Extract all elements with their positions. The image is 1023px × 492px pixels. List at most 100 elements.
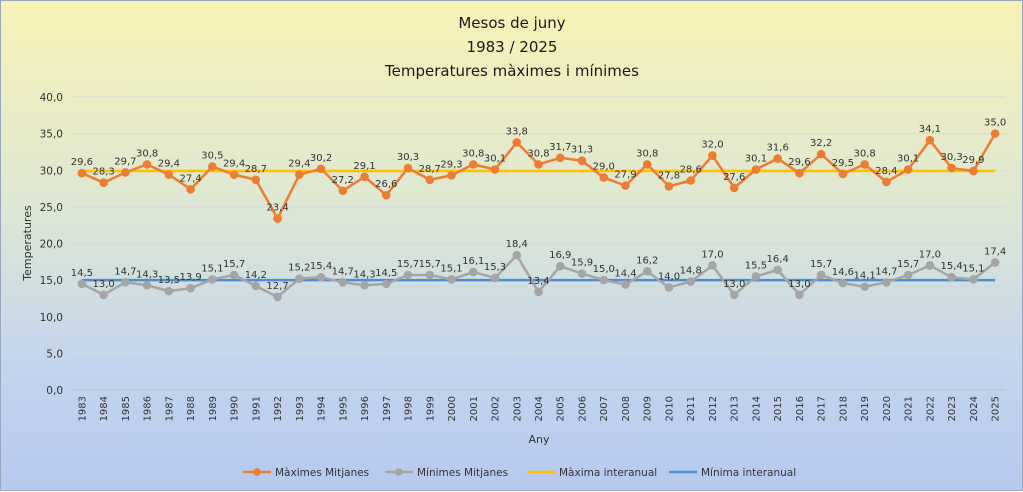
data-label: 28,7 — [245, 164, 267, 175]
data-label: 29,7 — [114, 156, 136, 167]
data-point — [947, 272, 956, 282]
data-label: 30,1 — [897, 154, 919, 165]
data-label: 14,7 — [332, 266, 354, 277]
x-tick-label: 2016 — [795, 396, 806, 421]
data-label: 30,1 — [484, 154, 506, 165]
x-tick-label: 2001 — [469, 396, 480, 421]
x-tick-label: 2000 — [447, 396, 458, 421]
legend-entry: Màxima interanual — [527, 467, 657, 479]
x-axis-title: Any — [528, 433, 549, 446]
x-tick-label: 1986 — [143, 396, 154, 421]
x-tick-label: 1989 — [208, 396, 219, 421]
data-label: 17,0 — [701, 249, 723, 260]
data-point — [838, 169, 848, 179]
data-label: 32,0 — [701, 140, 723, 151]
x-tick-label: 1996 — [360, 396, 371, 421]
y-axis-ticks: 0,0 5,0 10,0 15,0 20,0 25,0 30,0 35,0 40,0 — [40, 92, 63, 397]
data-point — [273, 214, 282, 223]
data-label: 31,6 — [767, 143, 789, 154]
data-point — [816, 149, 826, 159]
data-label: 14,1 — [854, 271, 876, 282]
data-point — [251, 175, 261, 185]
legend-entry: Mínimes Mitjanes — [385, 467, 508, 479]
data-point — [708, 261, 717, 270]
data-point — [795, 168, 804, 178]
data-point — [229, 270, 239, 280]
x-tick-label: 2005 — [556, 396, 567, 421]
data-point — [360, 280, 369, 290]
data-point — [903, 270, 913, 280]
data-point — [577, 156, 587, 166]
x-tick-label: 2011 — [686, 396, 697, 421]
data-point — [686, 176, 696, 185]
legend: Màximes Mitjanes Mínimes Mitjanes Màxima i… — [243, 467, 796, 479]
title-line-1: Mesos de juny — [458, 14, 565, 32]
data-point — [534, 160, 543, 169]
data-point — [903, 165, 913, 174]
x-tick-label: 2006 — [577, 396, 588, 421]
data-label: 14,2 — [245, 270, 267, 281]
data-label: 29,9 — [962, 155, 984, 166]
data-point — [164, 170, 174, 179]
data-point — [642, 267, 652, 276]
data-label: 30,8 — [462, 148, 484, 159]
data-point — [729, 183, 739, 193]
y-tick-label: 5,0 — [46, 348, 63, 360]
data-label: 15,0 — [593, 264, 615, 275]
data-label: 15,4 — [941, 261, 963, 272]
data-point — [751, 165, 761, 174]
x-tick-label: 2003 — [512, 396, 523, 421]
y-tick-label: 0,0 — [46, 385, 63, 397]
data-label: 34,1 — [919, 124, 941, 135]
data-point — [186, 184, 195, 194]
data-label: 17,0 — [919, 249, 941, 260]
data-label: 30,8 — [636, 148, 658, 159]
x-tick-label: 2020 — [882, 396, 893, 421]
data-point — [490, 273, 500, 283]
data-label: 15,9 — [571, 258, 593, 269]
data-label: 30,2 — [310, 153, 332, 164]
data-point — [121, 168, 130, 177]
data-label: 29,1 — [353, 161, 375, 172]
data-label: 15,4 — [310, 261, 332, 272]
data-point — [708, 151, 717, 160]
data-point — [295, 274, 304, 283]
data-label: 30,5 — [201, 151, 223, 162]
data-point — [555, 153, 565, 163]
data-label: 18,4 — [506, 239, 528, 250]
data-point — [338, 278, 348, 287]
x-tick-label: 1987 — [164, 396, 175, 421]
data-point — [599, 173, 609, 182]
y-tick-label: 25,0 — [40, 202, 63, 214]
data-label: 15,5 — [745, 260, 767, 271]
data-label: 30,3 — [397, 152, 419, 163]
x-tick-label: 1995 — [338, 396, 349, 421]
x-tick-label: 2013 — [730, 396, 741, 421]
x-tick-label: 2017 — [817, 396, 828, 421]
data-point — [77, 168, 87, 178]
x-tick-label: 2024 — [969, 396, 980, 421]
x-tick-label: 2015 — [773, 396, 784, 421]
data-label: 12,7 — [266, 281, 288, 292]
title-line-2: 1983 / 2025 — [467, 38, 558, 56]
x-tick-label: 1999 — [425, 396, 436, 421]
data-point — [882, 177, 891, 187]
data-label: 28,7 — [419, 164, 441, 175]
y-tick-label: 10,0 — [40, 312, 63, 324]
data-point — [664, 182, 674, 191]
x-tick-label: 2009 — [643, 396, 654, 421]
data-label: 29,3 — [440, 159, 462, 170]
data-point — [969, 166, 978, 176]
data-point — [229, 170, 239, 179]
data-label: 16,2 — [636, 255, 658, 266]
x-tick-label: 2023 — [947, 396, 958, 421]
data-point — [425, 175, 435, 185]
data-label: 29,6 — [788, 157, 810, 168]
x-tick-label: 2018 — [838, 396, 849, 421]
x-tick-label: 2002 — [491, 396, 502, 421]
data-point — [947, 163, 956, 173]
title-line-3: Temperatures màximes i mínimes — [384, 62, 639, 80]
data-point — [860, 160, 869, 169]
data-label: 15,3 — [484, 262, 506, 273]
